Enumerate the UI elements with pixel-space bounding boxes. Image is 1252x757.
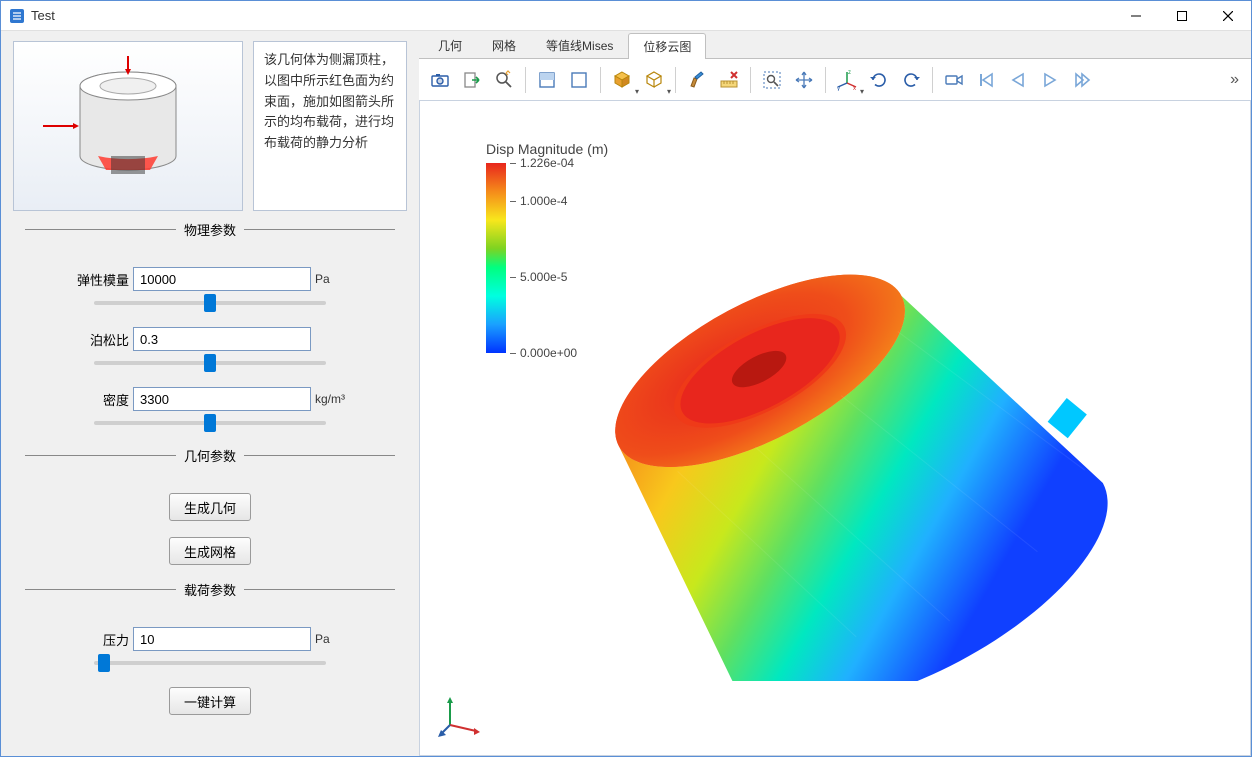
geometry-thumbnail xyxy=(13,41,243,211)
section-load-label: 载荷参数 xyxy=(176,583,244,598)
step-fwd-icon[interactable] xyxy=(1067,65,1097,95)
video-camera-icon[interactable] xyxy=(939,65,969,95)
poisson-input[interactable] xyxy=(133,327,311,351)
section-geometry: 几何参数 xyxy=(25,455,395,475)
toolbar-overflow-icon[interactable]: » xyxy=(1230,71,1239,89)
tab-mises[interactable]: 等值线Mises xyxy=(531,32,628,58)
tab-bar: 几何 网格 等值线Mises 位移云图 xyxy=(419,31,1251,59)
cube-color-icon[interactable]: ▾ xyxy=(607,65,637,95)
pressure-unit: Pa xyxy=(315,632,361,646)
pressure-label: 压力 xyxy=(59,630,129,649)
color-legend: Disp Magnitude (m) 1.226e-04 1.000e-4 5.00… xyxy=(486,141,608,353)
select-rect-a-icon[interactable] xyxy=(532,65,562,95)
density-input[interactable] xyxy=(133,387,311,411)
legend-tick: 0.000e+00 xyxy=(510,346,577,360)
tab-geometry[interactable]: 几何 xyxy=(423,32,477,58)
elastic-input[interactable] xyxy=(133,267,311,291)
elastic-unit: Pa xyxy=(315,272,361,286)
legend-title: Disp Magnitude (m) xyxy=(486,141,608,157)
legend-tick: 1.000e-4 xyxy=(510,194,567,208)
density-slider[interactable] xyxy=(94,421,326,425)
brush-icon[interactable] xyxy=(682,65,712,95)
step-prev-icon[interactable] xyxy=(1003,65,1033,95)
description-box: 该几何体为侧漏顶柱，以图中所示红色面为约束面，施加如图箭头所示的均布载荷，进行均… xyxy=(253,41,407,211)
pressure-slider[interactable] xyxy=(94,661,326,665)
camera-icon[interactable] xyxy=(425,65,455,95)
play-icon[interactable] xyxy=(1035,65,1065,95)
window-controls xyxy=(1113,1,1251,30)
elastic-slider[interactable] xyxy=(94,301,326,305)
window-title: Test xyxy=(31,8,1113,23)
generate-geometry-button[interactable]: 生成几何 xyxy=(169,493,251,521)
elastic-label: 弹性模量 xyxy=(59,270,129,289)
rotate-ccw-icon[interactable] xyxy=(896,65,926,95)
svg-text:z: z xyxy=(848,70,851,76)
left-panel: 该几何体为侧漏顶柱，以图中所示红色面为约束面，施加如图箭头所示的均布载荷，进行均… xyxy=(1,31,419,756)
zoom-fit-icon[interactable] xyxy=(757,65,787,95)
generate-mesh-button[interactable]: 生成网格 xyxy=(169,537,251,565)
ruler-delete-icon[interactable] xyxy=(714,65,744,95)
pan-icon[interactable] xyxy=(789,65,819,95)
poisson-slider[interactable] xyxy=(94,361,326,365)
density-label: 密度 xyxy=(59,390,129,409)
legend-tick: 5.000e-5 xyxy=(510,270,567,284)
rotate-cw-icon[interactable] xyxy=(864,65,894,95)
close-button[interactable] xyxy=(1205,1,1251,30)
section-physical: 物理参数 xyxy=(25,229,395,249)
compute-button[interactable]: 一键计算 xyxy=(169,687,251,715)
tab-mesh[interactable]: 网格 xyxy=(477,32,531,58)
section-geometry-label: 几何参数 xyxy=(176,449,244,464)
pressure-input[interactable] xyxy=(133,627,311,651)
app-icon xyxy=(9,8,25,24)
density-unit: kg/m³ xyxy=(315,392,361,406)
result-contour xyxy=(600,161,1220,681)
export-icon[interactable] xyxy=(457,65,487,95)
legend-gradient-bar xyxy=(486,163,506,353)
select-rect-b-icon[interactable] xyxy=(564,65,594,95)
minimize-button[interactable] xyxy=(1113,1,1159,30)
zoom-icon[interactable] xyxy=(489,65,519,95)
axes-xyz-icon[interactable]: zxy▾ xyxy=(832,65,862,95)
viewport-3d[interactable]: Disp Magnitude (m) 1.226e-04 1.000e-4 5.00… xyxy=(419,101,1251,756)
section-physical-label: 物理参数 xyxy=(176,223,244,238)
tab-displacement[interactable]: 位移云图 xyxy=(628,33,706,59)
right-panel: 几何 网格 等值线Mises 位移云图 ▾ ▾ xyxy=(419,31,1251,756)
app-window: Test xyxy=(0,0,1252,757)
svg-text:y: y xyxy=(837,86,840,91)
svg-text:x: x xyxy=(853,86,856,91)
titlebar: Test xyxy=(1,1,1251,31)
step-first-icon[interactable] xyxy=(971,65,1001,95)
legend-tick: 1.226e-04 xyxy=(510,156,574,170)
cube-outline-icon[interactable]: ▾ xyxy=(639,65,669,95)
poisson-label: 泊松比 xyxy=(59,330,129,349)
section-load: 载荷参数 xyxy=(25,589,395,609)
view-toolbar: ▾ ▾ zxy▾ » xyxy=(419,59,1251,101)
orientation-triad xyxy=(438,693,482,737)
maximize-button[interactable] xyxy=(1159,1,1205,30)
